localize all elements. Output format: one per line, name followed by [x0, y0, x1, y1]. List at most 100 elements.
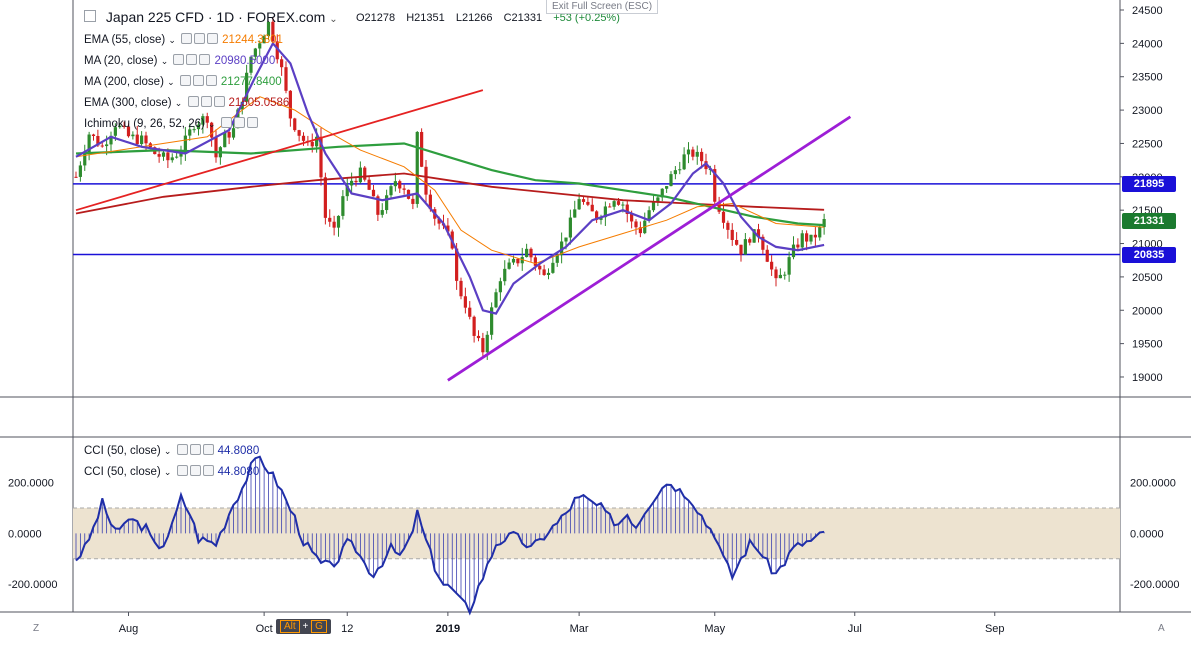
candle-body: [135, 134, 139, 145]
candle-body: [590, 204, 594, 212]
legend-label[interactable]: CCI (50, close): [84, 466, 161, 478]
legend-label[interactable]: EMA (300, close): [84, 97, 172, 109]
visibility-icon[interactable]: [181, 33, 193, 44]
close-icon[interactable]: [205, 75, 217, 86]
trendline: [447, 115, 852, 382]
close-icon[interactable]: [202, 444, 214, 455]
visibility-icon[interactable]: [220, 117, 232, 128]
candle-body: [770, 261, 774, 270]
candle-body: [555, 255, 559, 263]
candle-body: [367, 179, 371, 190]
candle-body: [721, 211, 726, 223]
time-tick-label: Aug: [119, 623, 139, 635]
settings-icon[interactable]: [189, 444, 201, 455]
price-tick-label: 24000: [1132, 38, 1163, 50]
chevron-down-icon[interactable]: ⌄: [167, 77, 175, 87]
symbol-header[interactable]: Japan 225 CFD · 1D · FOREX.com ⌄: [84, 9, 338, 25]
cci-legend[interactable]: CCI (50, close) ⌄ 44.8080: [84, 465, 259, 478]
candle-body: [323, 177, 327, 218]
candle-body: [74, 176, 78, 178]
close-icon[interactable]: [202, 465, 214, 476]
candle-body: [717, 201, 721, 212]
candle-body: [529, 248, 533, 258]
cci-line: [75, 455, 825, 616]
candle-body: [266, 21, 271, 37]
chevron-down-icon[interactable]: ⌄: [168, 35, 176, 45]
candle-body: [301, 135, 306, 141]
candle-body: [140, 135, 144, 145]
symbol-title[interactable]: Japan 225 CFD · 1D · FOREX.com: [105, 9, 326, 25]
visibility-icon[interactable]: [176, 465, 188, 476]
visibility-icon[interactable]: [187, 96, 199, 107]
candle-body: [293, 118, 297, 131]
legend-label[interactable]: Ichimoku (9, 26, 52, 26): [84, 118, 205, 130]
candle-body: [183, 135, 187, 153]
candle-body: [752, 229, 756, 243]
candle-body: [262, 36, 266, 44]
candle-body: [91, 134, 96, 137]
close-icon[interactable]: [213, 96, 225, 107]
candle-body: [651, 201, 656, 211]
chevron-down-icon[interactable]: ⌄: [160, 56, 169, 66]
candle-body: [376, 196, 380, 215]
settings-icon[interactable]: [189, 465, 201, 476]
chevron-down-icon[interactable]: ⌄: [163, 467, 172, 477]
candle-body: [192, 129, 196, 131]
settings-icon[interactable]: [200, 96, 212, 107]
candle-body: [109, 135, 113, 145]
candle-body: [511, 258, 516, 263]
exit-fullscreen-button[interactable]: Exit Full Screen (ESC): [546, 0, 659, 14]
legend-label[interactable]: CCI (50, close): [84, 445, 161, 457]
candle-body: [525, 248, 529, 258]
close-icon[interactable]: [207, 33, 219, 44]
candle-body: [713, 169, 717, 202]
time-tick-label: May: [704, 623, 725, 635]
candle-body: [170, 157, 174, 161]
candle-body: [144, 135, 148, 144]
candle-body: [249, 56, 253, 73]
visibility-icon[interactable]: [173, 54, 185, 65]
candle-body: [494, 292, 498, 308]
candle-body: [577, 199, 581, 210]
candle-body: [634, 221, 638, 228]
settings-icon[interactable]: [192, 75, 204, 86]
chevron-down-icon[interactable]: ⌄: [163, 446, 172, 456]
time-tick-label: 2019: [436, 623, 460, 635]
candle-body: [113, 127, 117, 136]
settings-icon[interactable]: [194, 33, 206, 44]
legend-label[interactable]: MA (200, close): [84, 76, 164, 88]
candle-body: [87, 134, 91, 153]
indicator-legend[interactable]: MA (20, close) ⌄ 20980.5000: [84, 54, 275, 67]
candle-body: [638, 227, 642, 234]
visibility-icon[interactable]: [176, 444, 188, 455]
close-icon[interactable]: [199, 54, 211, 65]
price-tick-label: 19000: [1132, 372, 1163, 384]
candle-body: [100, 145, 104, 147]
candle-body: [354, 180, 358, 183]
candle-body: [358, 167, 362, 183]
chevron-down-icon[interactable]: ⌄: [208, 119, 216, 129]
price-tick-label: 22500: [1132, 138, 1163, 150]
legend-label[interactable]: MA (20, close): [84, 55, 158, 67]
candle-body: [393, 181, 397, 187]
candle-body: [332, 221, 336, 228]
indicator-legend[interactable]: EMA (55, close) ⌄ 21244.3801: [84, 33, 283, 46]
visibility-icon[interactable]: [179, 75, 191, 86]
close-icon[interactable]: [246, 117, 258, 128]
auto-scale-button[interactable]: A: [1158, 623, 1165, 634]
candle-body: [809, 234, 813, 242]
candle-body: [205, 116, 209, 123]
settings-icon[interactable]: [233, 117, 245, 128]
chevron-down-icon[interactable]: ⌄: [329, 14, 338, 25]
indicator-legend[interactable]: EMA (300, close) ⌄ 21505.0586: [84, 96, 289, 109]
candle-body: [310, 141, 314, 147]
price-tag: 21895: [1122, 175, 1176, 192]
indicator-legend[interactable]: MA (200, close) ⌄ 21277.8400: [84, 75, 282, 88]
chevron-down-icon[interactable]: ⌄: [174, 98, 183, 108]
legend-label[interactable]: EMA (55, close): [84, 34, 166, 46]
cci-legend[interactable]: CCI (50, close) ⌄ 44.8080: [84, 444, 259, 457]
timezone-icon[interactable]: Z: [33, 623, 40, 634]
indicator-legend[interactable]: Ichimoku (9, 26, 52, 26) ⌄: [84, 117, 262, 130]
settings-icon[interactable]: [186, 54, 198, 65]
